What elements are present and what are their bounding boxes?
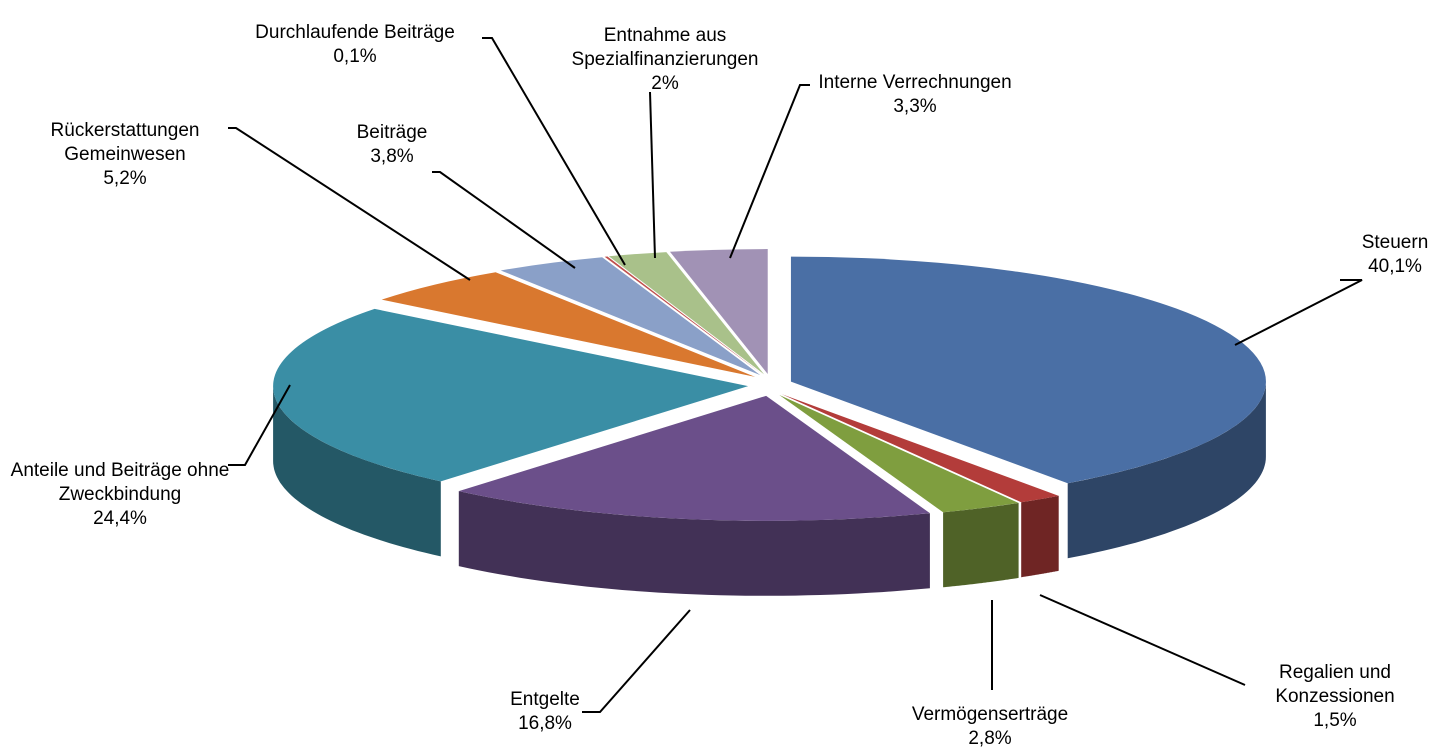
slice bbox=[790, 256, 1266, 484]
leader-line bbox=[582, 609, 691, 713]
value-label: 1,5% bbox=[1313, 710, 1357, 731]
data-label: Rückerstattungen Gemeinwesen 5,2% bbox=[25, 119, 225, 191]
value-label: 0,1% bbox=[333, 46, 377, 67]
category-label: Vermögenserträge bbox=[911, 704, 1069, 725]
value-label: 3,8% bbox=[370, 146, 414, 167]
category-label: Rückerstattungen Gemeinwesen bbox=[50, 120, 200, 165]
slice bbox=[604, 256, 763, 375]
category-label: Interne Verrechnungen bbox=[818, 72, 1012, 93]
leader-line bbox=[1039, 594, 1246, 686]
leader-line bbox=[228, 384, 291, 466]
data-label: Vermögenserträge 2,8% bbox=[880, 703, 1100, 751]
data-label: Interne Verrechnungen 3,3% bbox=[785, 71, 1045, 119]
slice bbox=[779, 394, 1019, 513]
value-label: 2% bbox=[651, 73, 679, 94]
data-label: Entnahme aus Spezialfinanzierungen 2% bbox=[545, 24, 785, 96]
leader-line bbox=[482, 37, 626, 266]
value-label: 16,8% bbox=[518, 713, 572, 734]
slice bbox=[500, 257, 761, 376]
slice bbox=[781, 394, 1059, 503]
data-label: Durchlaufende Beiträge 0,1% bbox=[215, 21, 495, 69]
data-label: Anteile und Beiträge ohne Zweckbindung 24… bbox=[3, 459, 238, 531]
slice-tops bbox=[273, 249, 1266, 521]
slice bbox=[273, 308, 749, 482]
category-label: Anteile und Beiträge ohne Zweckbindung bbox=[10, 460, 230, 505]
value-label: 3,3% bbox=[893, 96, 937, 117]
data-label: Beiträge 3,8% bbox=[342, 121, 442, 169]
slice bbox=[669, 249, 768, 375]
slice-side bbox=[458, 491, 930, 596]
category-label: Regalien und Konzessionen bbox=[1275, 662, 1395, 707]
category-label: Entgelte bbox=[510, 689, 580, 710]
leader-lines bbox=[228, 37, 1363, 713]
category-label: Durchlaufende Beiträge bbox=[255, 22, 455, 43]
slice-walls bbox=[273, 381, 1266, 596]
leader-line bbox=[729, 84, 810, 259]
value-label: 40,1% bbox=[1368, 256, 1422, 277]
slice bbox=[608, 252, 765, 375]
data-label: Steuern 40,1% bbox=[1335, 231, 1449, 279]
value-label: 5,2% bbox=[103, 168, 147, 189]
slice bbox=[381, 272, 756, 377]
value-label: 2,8% bbox=[968, 728, 1012, 749]
slice-side bbox=[273, 386, 441, 557]
leader-line bbox=[432, 171, 576, 269]
slice-side bbox=[943, 502, 1019, 588]
category-label: Entnahme aus Spezialfinanzierungen bbox=[571, 25, 759, 70]
leader-line bbox=[1234, 279, 1363, 346]
leader-line bbox=[649, 91, 656, 259]
leader-line bbox=[228, 127, 471, 281]
slice-side bbox=[1067, 381, 1266, 559]
slice bbox=[458, 395, 930, 521]
value-label: 24,4% bbox=[93, 508, 147, 529]
slice-side bbox=[1021, 495, 1059, 578]
category-label: Beiträge bbox=[356, 122, 428, 143]
data-label: Regalien und Konzessionen 1,5% bbox=[1255, 661, 1415, 733]
data-label: Entgelte 16,8% bbox=[485, 688, 605, 736]
category-label: Steuern bbox=[1361, 232, 1429, 253]
